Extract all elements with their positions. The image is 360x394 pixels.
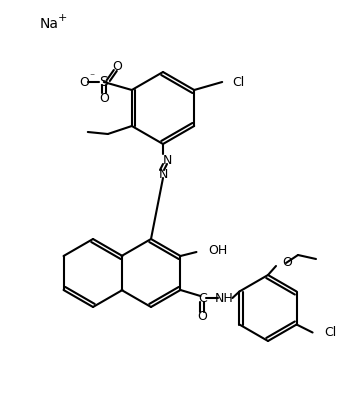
Text: Cl: Cl <box>325 326 337 339</box>
Text: +: + <box>58 13 67 23</box>
Text: Na: Na <box>40 17 59 31</box>
Text: Cl: Cl <box>232 76 244 89</box>
Text: O: O <box>79 76 89 89</box>
Text: S: S <box>99 75 108 89</box>
Text: N: N <box>162 154 172 167</box>
Text: O: O <box>198 310 207 323</box>
Text: O: O <box>112 59 122 72</box>
Text: N: N <box>158 167 168 180</box>
Text: C: C <box>198 292 207 305</box>
Text: O: O <box>282 256 292 269</box>
Text: O: O <box>99 91 109 104</box>
Text: ⁻: ⁻ <box>89 72 94 82</box>
Text: NH: NH <box>215 292 234 305</box>
Text: OH: OH <box>208 243 228 256</box>
